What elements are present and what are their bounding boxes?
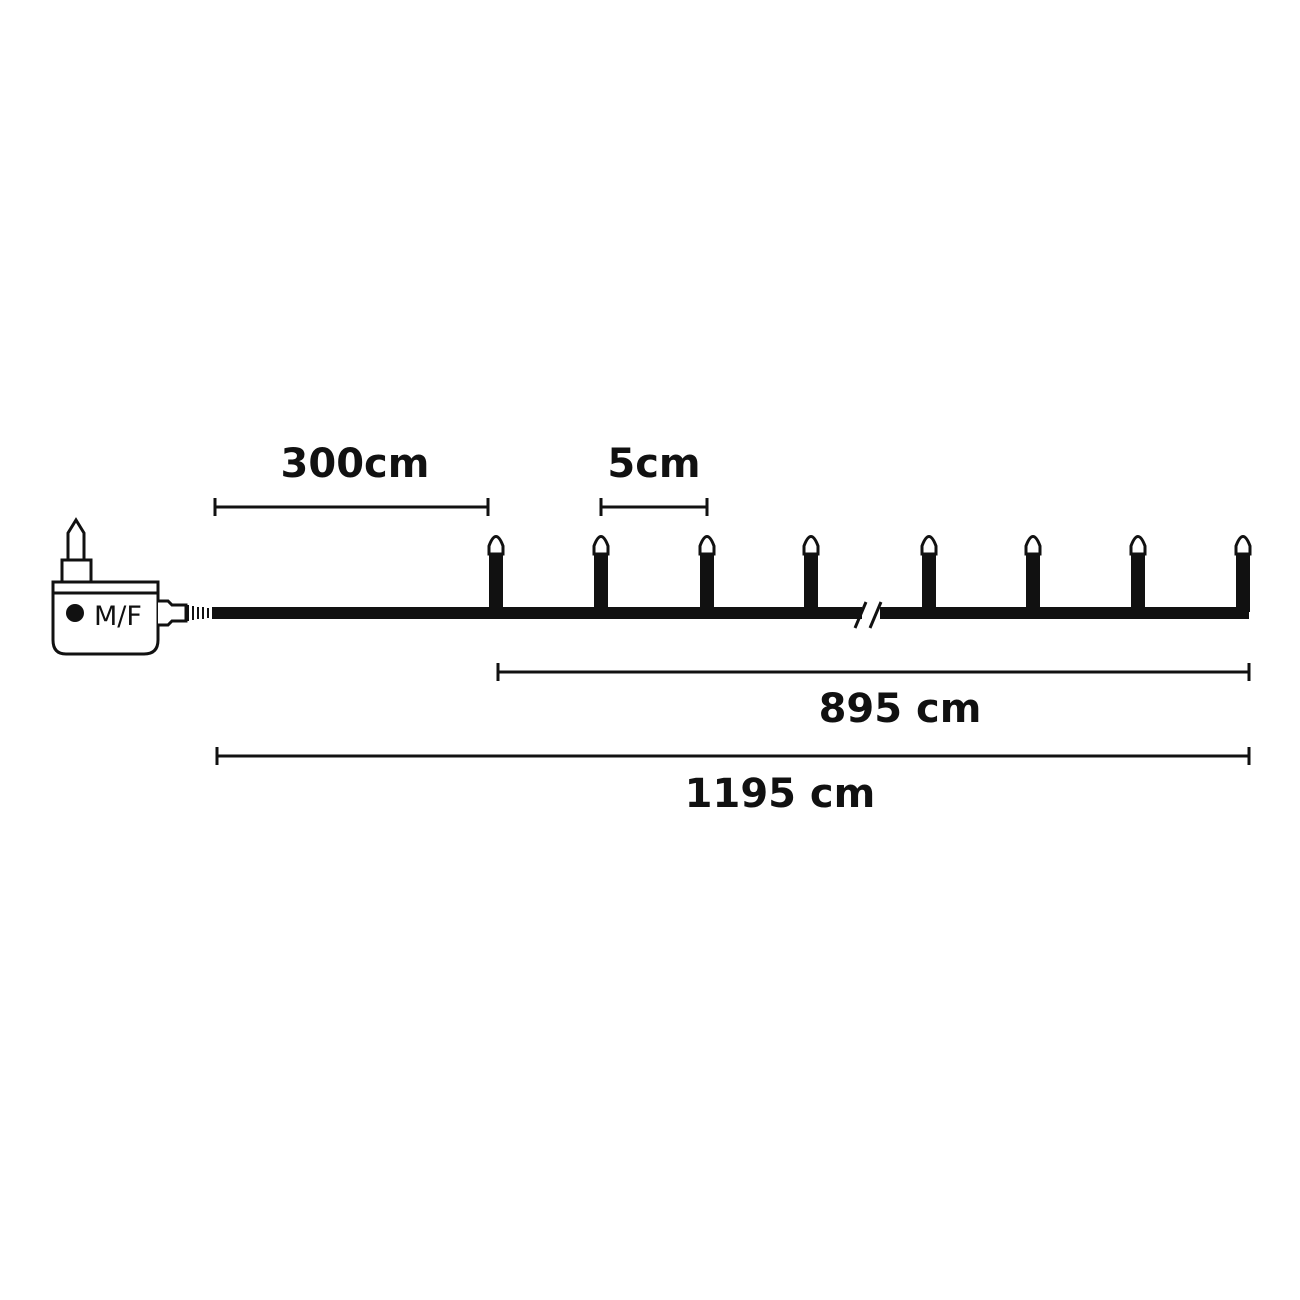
dimension-total-length: [215, 747, 1251, 765]
bulb-7: [1129, 535, 1147, 612]
bulb-spacing-label: 5cm: [607, 441, 700, 487]
bulb-5: [920, 535, 938, 612]
bulb-head: [1234, 535, 1252, 556]
mode-button-icon: [66, 604, 84, 622]
cable-connector: [158, 599, 209, 627]
plug-prong: [60, 517, 93, 584]
cable-break-marks: [853, 601, 883, 629]
adapter-housing: [51, 580, 160, 656]
bulb-3: [698, 535, 716, 612]
dimension-lit-section: [496, 663, 1251, 681]
dimension-bulb-spacing: [599, 498, 709, 516]
bulb-head: [1024, 535, 1042, 556]
bulb-head: [802, 535, 820, 556]
lead-cable-length-label: 300cm: [281, 441, 430, 487]
mode-label: M/F: [94, 601, 142, 632]
bulb-head: [592, 535, 610, 556]
total-length-label: 1195 cm: [685, 771, 876, 817]
bulb-6: [1024, 535, 1042, 612]
bulb-2: [592, 535, 610, 612]
bulb-stem: [1131, 552, 1145, 612]
bulb-stem: [594, 552, 608, 612]
bulb-4: [802, 535, 820, 612]
bulb-stem: [922, 552, 936, 612]
bulb-head: [1129, 535, 1147, 556]
bulb-stem: [1026, 552, 1040, 612]
bulb-stem: [489, 552, 503, 612]
bulb-1: [487, 535, 505, 612]
bulb-stem: [1236, 552, 1250, 612]
bulb-stem: [804, 552, 818, 612]
bulb-head: [487, 535, 505, 556]
bulb-head: [920, 535, 938, 556]
dimension-lead-cable: [213, 498, 490, 516]
power-adapter: M/F: [51, 517, 209, 656]
bulb-stem: [700, 552, 714, 612]
lit-section-length-label: 895 cm: [819, 686, 982, 732]
bulb-head: [698, 535, 716, 556]
bulb-8: [1234, 535, 1252, 612]
main-cable: [212, 601, 1249, 629]
bulbs: [487, 535, 1252, 612]
